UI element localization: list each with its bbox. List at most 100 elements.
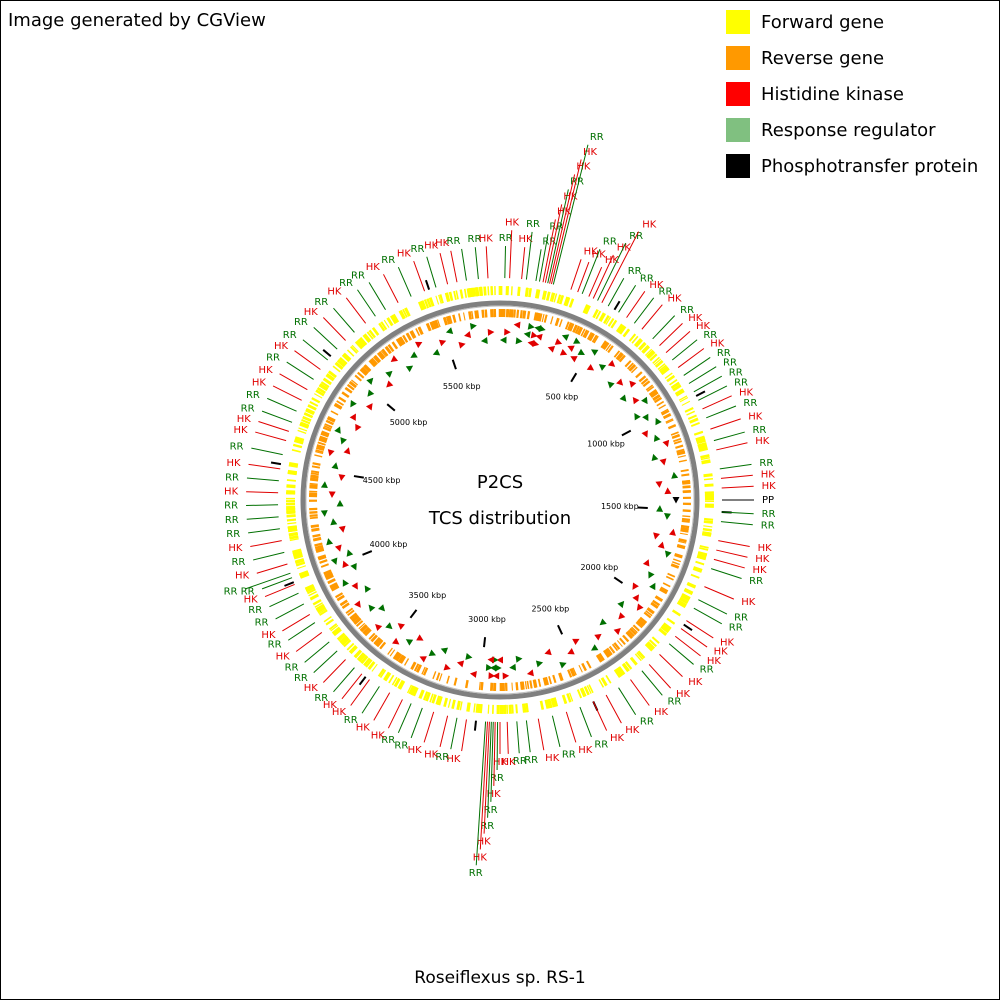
feature-marker (577, 348, 585, 356)
reverse-gene (558, 319, 563, 328)
forward-gene (303, 412, 313, 418)
forward-gene (631, 335, 639, 344)
feature-label: RR (499, 233, 513, 244)
reverse-gene (310, 524, 319, 528)
reverse-gene (653, 395, 661, 401)
forward-gene (701, 461, 711, 465)
reverse-gene (665, 419, 674, 424)
feature-marker (607, 360, 616, 367)
reverse-gene (655, 595, 664, 602)
forward-gene (638, 341, 646, 350)
reverse-gene (548, 676, 552, 685)
feature-label: RR (480, 821, 494, 832)
feature-line (552, 144, 589, 285)
feature-line (361, 686, 380, 714)
reverse-gene (371, 357, 379, 365)
forward-gene (428, 297, 435, 307)
forward-gene (539, 700, 545, 710)
reverse-gene (311, 465, 321, 469)
reverse-gene (511, 309, 514, 318)
feature-marker (349, 413, 356, 421)
feature-marker (385, 622, 393, 630)
reverse-gene (520, 681, 524, 690)
feature-label: RR (230, 441, 244, 452)
forward-gene (305, 408, 315, 415)
feature-marker (469, 323, 477, 330)
forward-gene (297, 429, 307, 434)
reverse-gene (359, 369, 367, 376)
forward-gene (568, 692, 574, 702)
reverse-gene (675, 444, 684, 449)
feature-line (322, 317, 346, 341)
feature-marker (351, 582, 358, 590)
reverse-gene (586, 331, 593, 340)
reverse-gene (554, 317, 559, 326)
reverse-gene (370, 358, 378, 366)
feature-line (439, 715, 449, 747)
feature-line (565, 711, 577, 743)
feature-label: RR (628, 266, 642, 277)
tick-mark (409, 609, 418, 619)
forward-gene (365, 659, 373, 668)
feature-label: RR (590, 132, 604, 143)
outer-tick-mark (613, 300, 621, 311)
feature-label: RR (266, 353, 280, 364)
reverse-gene (651, 601, 659, 608)
reverse-gene (678, 539, 687, 543)
feature-label: RR (729, 623, 743, 634)
forward-gene (703, 520, 713, 524)
forward-gene (695, 435, 705, 440)
forward-gene (363, 333, 372, 343)
forward-gene (510, 286, 513, 296)
reverse-gene (522, 310, 525, 319)
feature-marker (443, 663, 451, 671)
forward-gene (563, 296, 569, 306)
forward-gene (366, 331, 374, 340)
feature-label: PP (762, 495, 774, 506)
legend-swatch (726, 10, 750, 34)
forward-gene (323, 616, 332, 623)
feature-label: HK (739, 388, 754, 399)
feature-marker (334, 426, 341, 434)
feature-line (680, 628, 708, 648)
reverse-gene (314, 454, 323, 458)
feature-label: RR (283, 330, 297, 341)
reverse-gene (667, 572, 676, 578)
feature-line (641, 304, 663, 330)
feature-label: HK (261, 630, 276, 641)
reverse-gene (331, 585, 340, 592)
reverse-gene (615, 352, 623, 360)
feature-label: HK (487, 789, 502, 800)
feature-marker (375, 624, 383, 632)
forward-gene (355, 341, 363, 350)
reverse-gene (319, 435, 328, 441)
legend-swatch (726, 46, 750, 70)
reverse-gene (663, 413, 672, 420)
reverse-gene (335, 592, 343, 598)
reverse-gene (558, 672, 563, 681)
forward-gene (554, 697, 558, 707)
forward-gene (348, 645, 357, 654)
reverse-gene (309, 484, 318, 487)
feature-marker (397, 623, 405, 630)
reverse-gene (526, 680, 530, 689)
feature-line (521, 247, 526, 280)
feature-label: HK (557, 207, 572, 218)
reverse-gene (325, 419, 334, 426)
reverse-gene (652, 394, 660, 401)
legend-label: Phosphotransfer protein (761, 156, 978, 177)
feature-line (688, 366, 717, 384)
feature-label: HK (477, 837, 492, 848)
forward-gene (314, 602, 323, 608)
forward-gene (548, 698, 552, 708)
forward-gene (418, 689, 424, 699)
feature-marker (350, 399, 357, 408)
reverse-gene (464, 679, 469, 689)
feature-marker (559, 348, 568, 356)
forward-gene (358, 653, 367, 663)
reverse-gene (556, 318, 560, 327)
forward-gene (299, 572, 309, 578)
feature-label: HK (748, 411, 763, 422)
feature-label: HK (720, 637, 735, 648)
reverse-gene (397, 654, 405, 663)
